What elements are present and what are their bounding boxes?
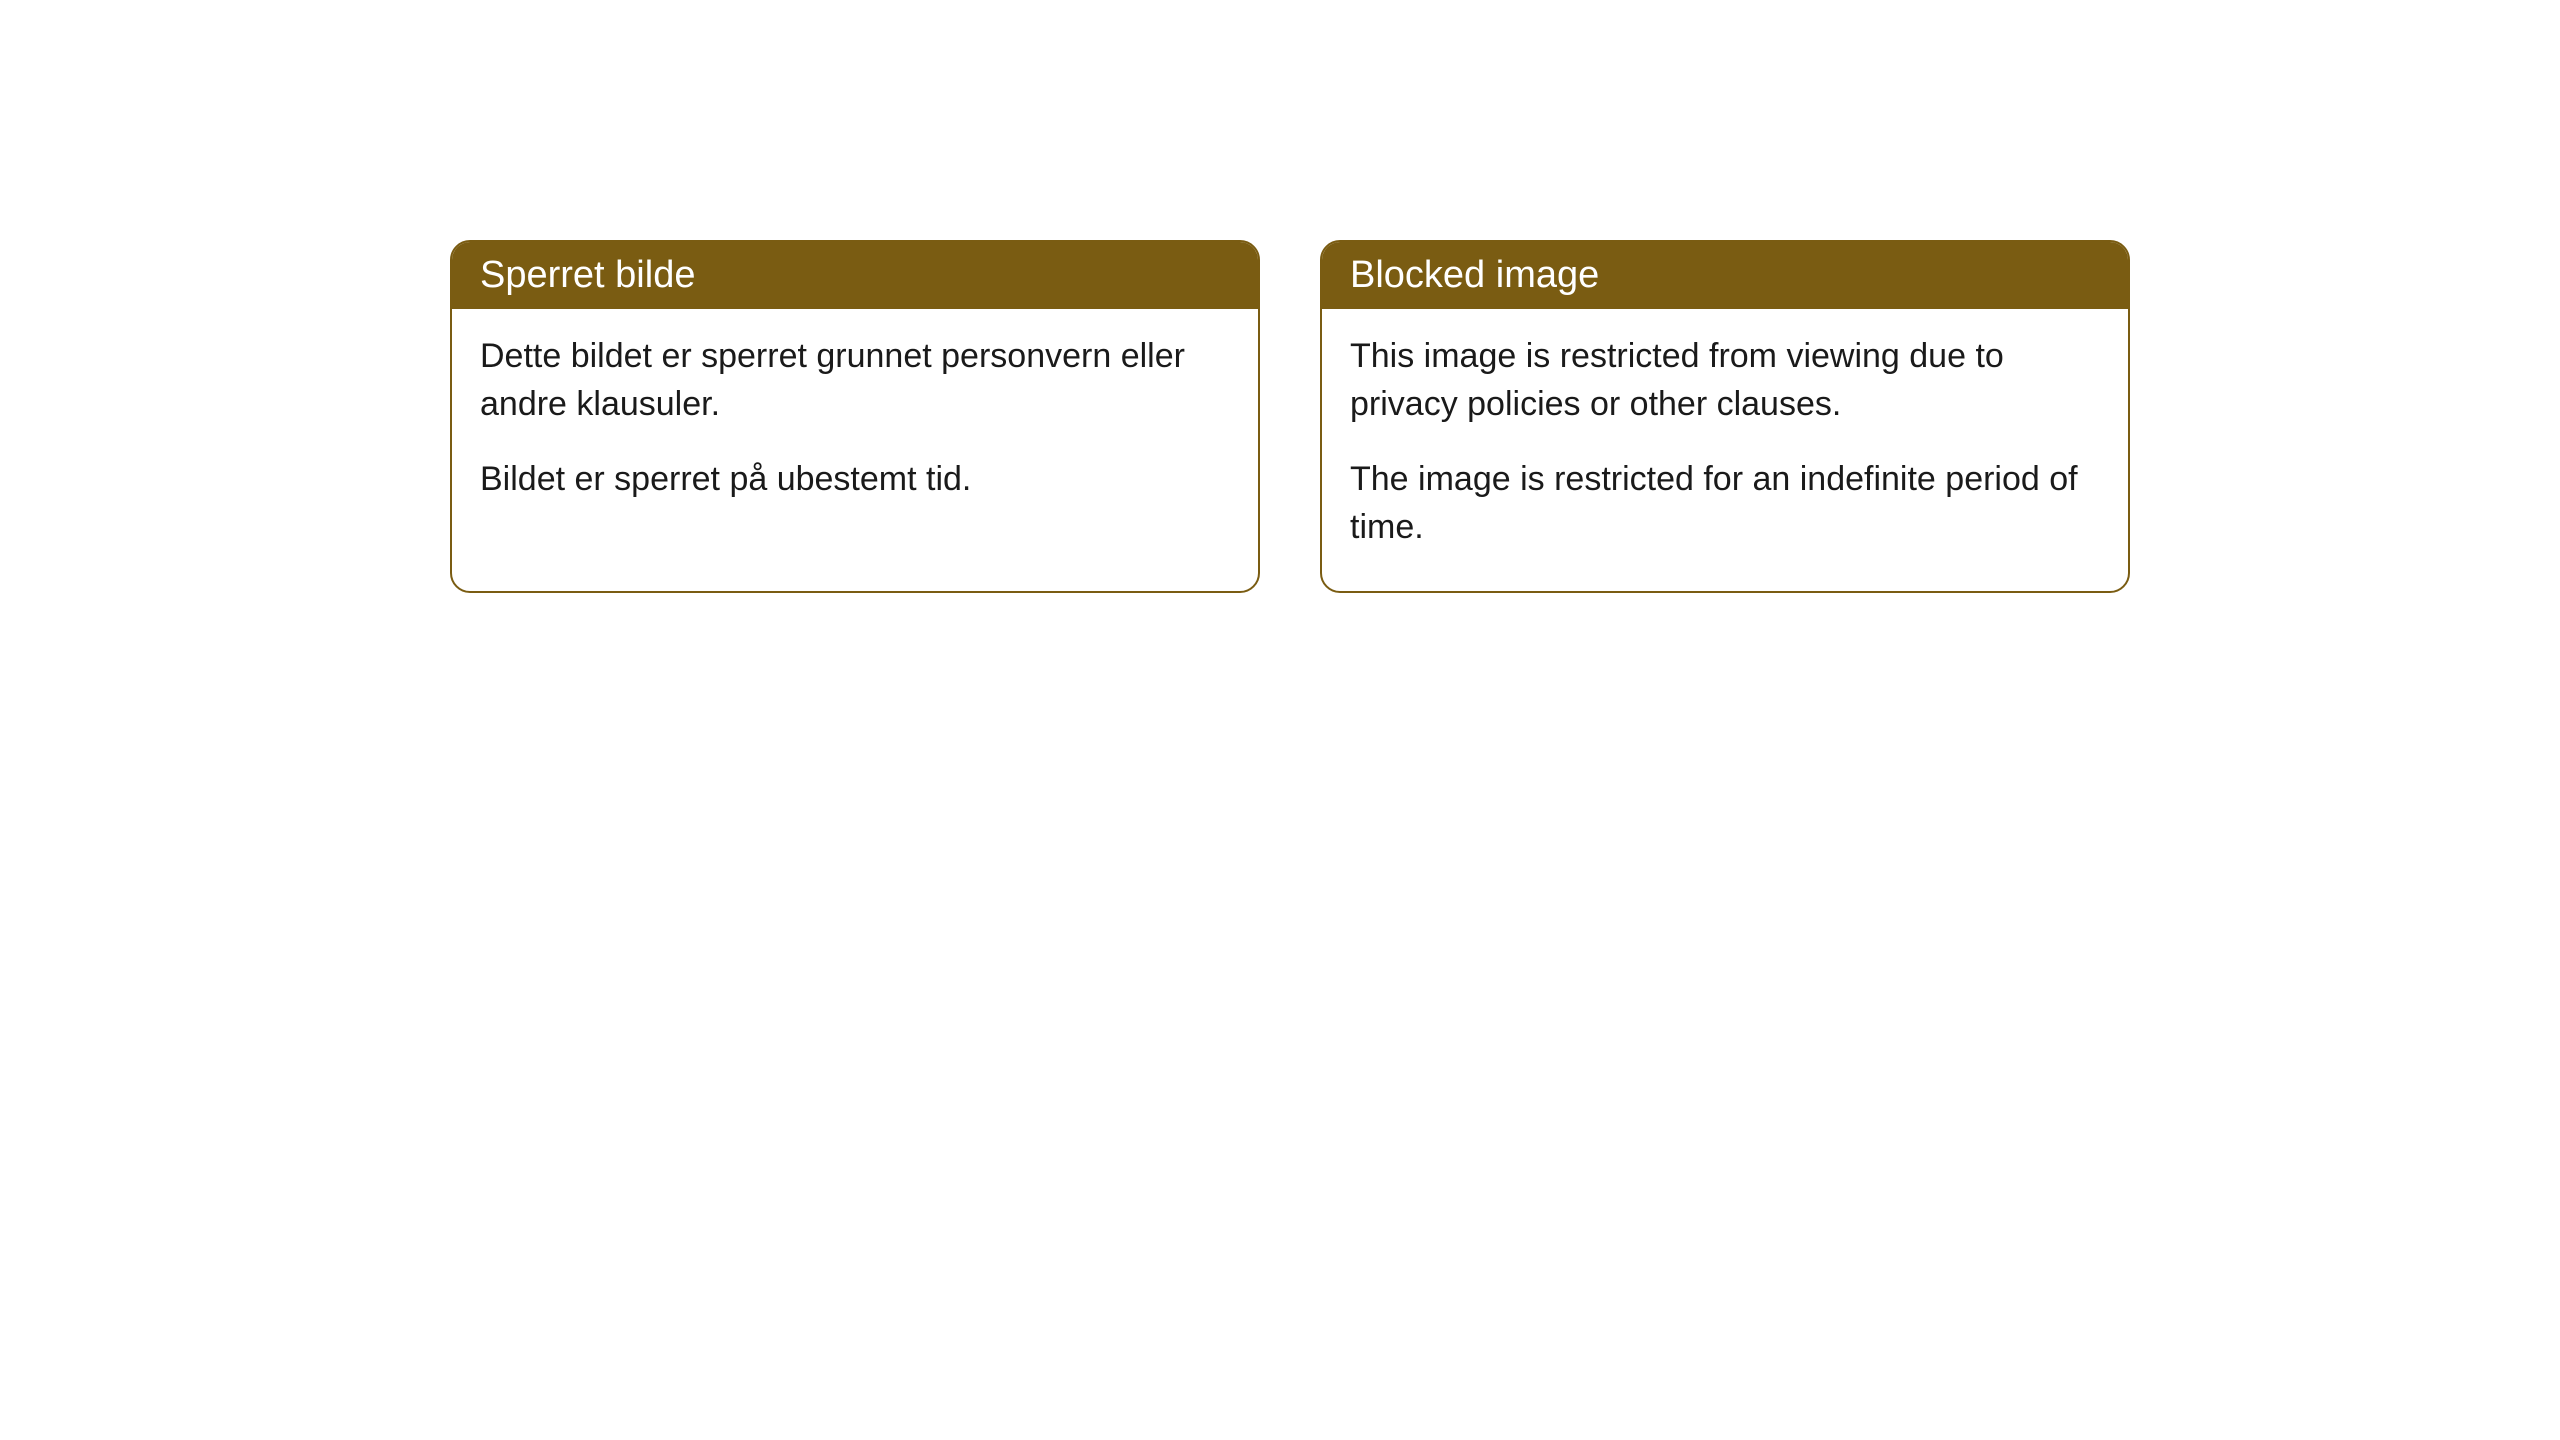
card-paragraph-1-norwegian: Dette bildet er sperret grunnet personve… — [480, 333, 1230, 428]
card-paragraph-2-norwegian: Bildet er sperret på ubestemt tid. — [480, 456, 1230, 504]
card-norwegian: Sperret bilde Dette bildet er sperret gr… — [450, 240, 1260, 593]
card-body-english: This image is restricted from viewing du… — [1322, 309, 2128, 591]
card-paragraph-1-english: This image is restricted from viewing du… — [1350, 333, 2100, 428]
card-body-norwegian: Dette bildet er sperret grunnet personve… — [452, 309, 1258, 544]
card-header-english: Blocked image — [1322, 242, 2128, 309]
card-header-norwegian: Sperret bilde — [452, 242, 1258, 309]
card-title-norwegian: Sperret bilde — [480, 254, 695, 296]
card-title-english: Blocked image — [1350, 254, 1599, 296]
card-english: Blocked image This image is restricted f… — [1320, 240, 2130, 593]
card-paragraph-2-english: The image is restricted for an indefinit… — [1350, 456, 2100, 551]
cards-container: Sperret bilde Dette bildet er sperret gr… — [450, 240, 2130, 593]
